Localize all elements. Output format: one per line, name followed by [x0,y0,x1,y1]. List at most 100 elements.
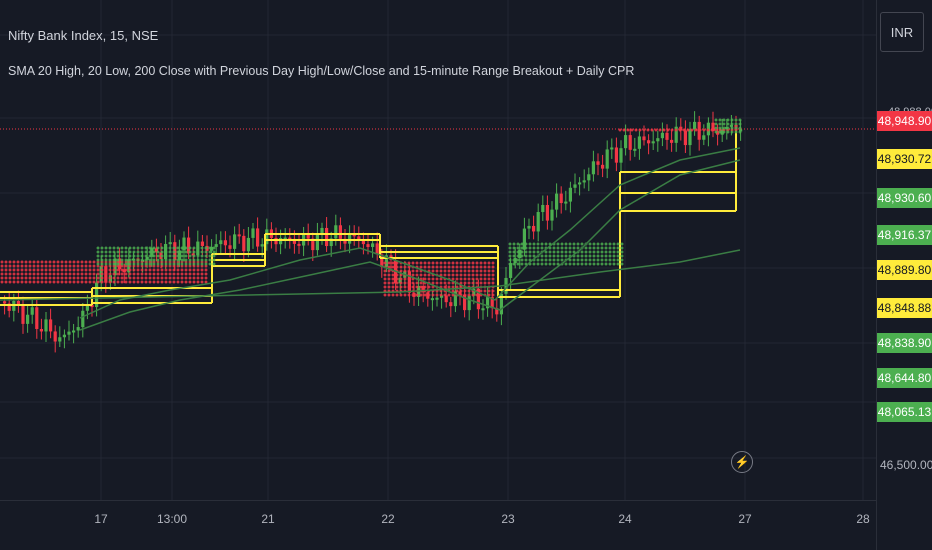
candle-body [292,238,296,244]
candle-body [729,124,733,127]
candle-body [375,243,379,255]
candle-body [463,294,467,311]
candle-body [633,148,637,151]
candle-body [578,182,582,185]
candle-body [444,295,448,303]
candle-body [35,307,39,329]
candle-body [30,307,34,315]
candle-body [21,305,25,324]
candle-body [371,243,375,247]
candle-body [118,258,122,270]
candle-body [154,248,158,253]
candle-body [81,310,85,328]
candle-body [306,234,310,239]
candle-body [16,300,20,306]
candle-body [53,331,57,342]
indicator-legend[interactable]: SMA 20 High, 20 Low, 200 Close with Prev… [8,64,635,78]
symbol-title[interactable]: Nifty Bank Index, 15, NSE [8,28,159,43]
candle-body [596,161,600,165]
candle-body [591,161,595,175]
candle-body [361,240,365,245]
candle-body [49,319,53,332]
price-label-last: 48,948.90 [877,111,932,131]
price-label-cpr: 48,889.80 [877,260,932,280]
time-label: 24 [618,512,632,526]
candle-body [223,240,227,246]
price-label-prev-low: 48,644.80 [877,368,932,388]
candle-body [210,246,214,251]
candle-body [568,187,572,202]
candle-body [637,136,641,149]
candle-body [297,243,301,246]
candle-body [564,201,568,204]
candle-body [348,234,352,244]
candle-body [219,240,223,245]
candle-body [702,135,706,140]
candle-body [716,131,720,135]
sma-200-line [0,249,741,301]
candle-body [555,193,559,210]
candle-body [274,237,278,245]
candle-body [311,238,315,251]
time-label: 23 [501,512,515,526]
lightning-icon[interactable]: ⚡ [731,451,753,473]
candle-body [39,328,43,332]
candle-body [150,248,154,257]
candle-body [113,258,117,276]
candle-body [688,129,692,146]
candle-body [711,122,715,132]
candle-body [256,228,260,247]
time-axis-divider [0,500,876,501]
candle-body [582,180,586,183]
candle-body [242,235,246,252]
candle-body [246,237,250,252]
price-label-sma-low: 48,916.37 [877,225,932,245]
candle-body [440,295,444,298]
candle-body [486,297,490,309]
chart-plot-area[interactable] [0,0,876,500]
candle-body [449,302,453,307]
currency-button[interactable]: INR [880,12,924,52]
candle-body [357,236,361,241]
price-label-cpr: 48,848.88 [877,298,932,318]
candle-body [472,288,476,296]
candle-body [490,297,494,309]
time-label: 22 [381,512,395,526]
candle-body [476,288,480,310]
candle-body [260,244,264,247]
candle-body [251,228,255,238]
candle-body [177,250,181,261]
price-axis-tick: 46,500.00 [880,458,932,472]
candle-body [601,164,605,169]
candle-body [329,238,333,247]
candle-body [214,244,218,247]
candle-body [233,234,237,249]
price-label-sma-200: 48,065.13 [877,402,932,422]
candle-body [693,121,697,130]
candle-body [495,308,499,315]
time-label: 27 [738,512,752,526]
time-label: 28 [856,512,870,526]
candle-body [499,293,503,315]
candle-body [62,334,66,338]
candle-body [95,282,99,308]
candle-body [334,225,338,239]
candle-body [660,132,664,139]
candle-body [458,291,462,295]
candle-body [283,237,287,240]
candle-body [481,308,485,311]
candle-body [541,204,545,213]
candle-body [191,253,195,256]
candle-body [573,184,577,188]
candle-body [173,242,177,261]
candle-body [679,126,683,131]
candle-body [85,304,89,311]
candle-body [228,245,232,249]
price-axis-divider [876,0,877,550]
candle-body [642,136,646,141]
candle-body [352,234,356,237]
candle-body [527,225,531,229]
candle-body [656,138,660,142]
sma-high-line [79,147,741,319]
candle-body [720,129,724,135]
